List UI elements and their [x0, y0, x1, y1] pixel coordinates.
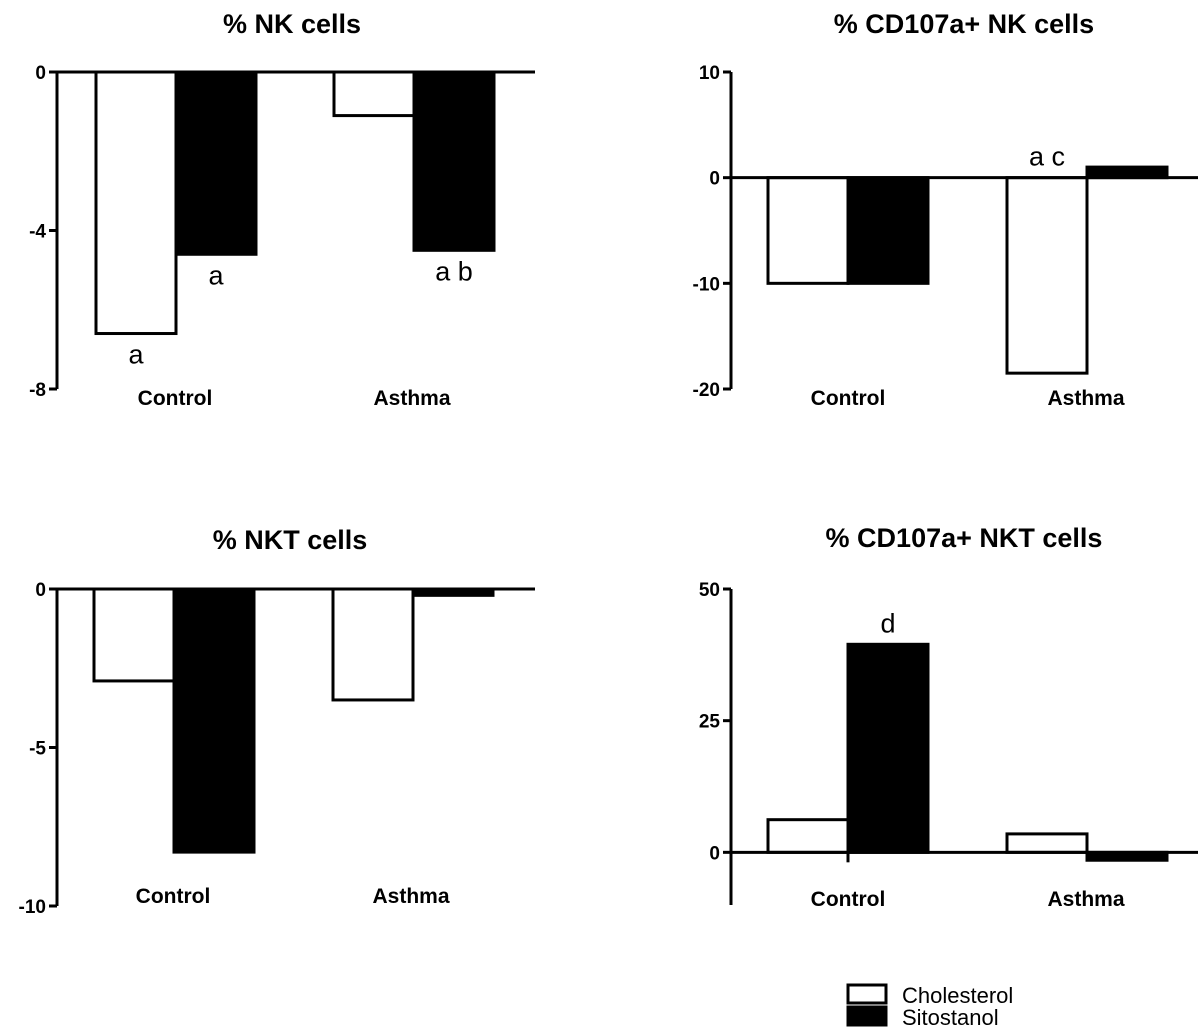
bar-control-sitostanol — [174, 70, 258, 256]
significance-annotation: d — [880, 608, 895, 638]
y-tick-label: -10 — [693, 274, 720, 295]
bar-control-cholesterol — [766, 176, 850, 285]
y-tick-label: -4 — [29, 222, 46, 243]
y-tick-label: -8 — [29, 380, 46, 401]
bar-control-sitostanol — [846, 642, 930, 854]
y-tick-label: -10 — [19, 897, 46, 918]
y-tick-label: -20 — [693, 380, 720, 401]
legend-swatch-cholesterol — [846, 983, 888, 1005]
significance-annotation: a b — [435, 256, 473, 286]
category-label: Control — [811, 387, 886, 410]
bar-control-sitostanol — [846, 176, 930, 285]
y-tick-label: 10 — [699, 63, 720, 84]
y-tick-label: 0 — [709, 169, 720, 190]
category-label: Asthma — [1047, 888, 1124, 911]
bar-control-cholesterol — [92, 587, 176, 683]
bar-control-cholesterol — [94, 70, 178, 336]
chart-panel-1: % NK cells 0 -4 -8 Control Asthma a a a b — [29, 9, 535, 410]
y-tick-label: -5 — [29, 739, 46, 760]
significance-annotation: a c — [1029, 142, 1065, 172]
chart-panels: % NK cells 0 -4 -8 Control Asthma a a a b % CD107… — [19, 9, 1198, 918]
chart-title: % NK cells — [223, 9, 361, 39]
y-tick-label: 50 — [699, 580, 720, 601]
bar-asthma-cholesterol — [1005, 832, 1089, 854]
bar-control-sitostanol — [172, 587, 256, 854]
category-label: Control — [136, 885, 211, 908]
category-label: Asthma — [372, 885, 449, 908]
chart-title: % NKT cells — [213, 525, 368, 555]
significance-annotation: a — [128, 340, 144, 370]
bar-asthma-sitostanol — [1085, 165, 1169, 180]
y-tick-label: 0 — [35, 63, 46, 84]
significance-annotation: a — [208, 260, 224, 290]
y-tick-label: 0 — [709, 843, 720, 864]
category-label: Control — [811, 888, 886, 911]
bar-asthma-sitostanol — [412, 70, 496, 252]
bar-asthma-cholesterol — [331, 587, 415, 702]
legend-label-cholesterol: Cholesterol — [902, 983, 1013, 1008]
chart-title: % CD107a+ NK cells — [834, 9, 1094, 39]
chart-panel-2: % CD107a+ NK cells 10 0 -10 -20 Control Asthma… — [693, 9, 1198, 410]
y-tick-label: 25 — [699, 712, 721, 733]
bar-asthma-cholesterol — [1005, 176, 1089, 375]
chart-title: % CD107a+ NKT cells — [826, 523, 1103, 553]
legend-label-sitostanol: Sitostanol — [902, 1005, 999, 1029]
bar-asthma-cholesterol — [332, 70, 416, 118]
bar-control-cholesterol — [766, 818, 850, 854]
chart-panel-4: % CD107a+ NKT cells 50 25 0 Control Asthma d — [699, 523, 1198, 911]
category-label: Control — [138, 387, 213, 410]
y-tick-label: 0 — [35, 580, 46, 601]
category-label: Asthma — [1047, 387, 1124, 410]
chart-panel-3: % NKT cells 0 -5 -10 Control Asthma — [19, 525, 535, 918]
legend: Cholesterol Sitostanol — [846, 983, 1013, 1029]
category-label: Asthma — [373, 387, 450, 410]
legend-swatch-sitostanol — [846, 1005, 888, 1027]
